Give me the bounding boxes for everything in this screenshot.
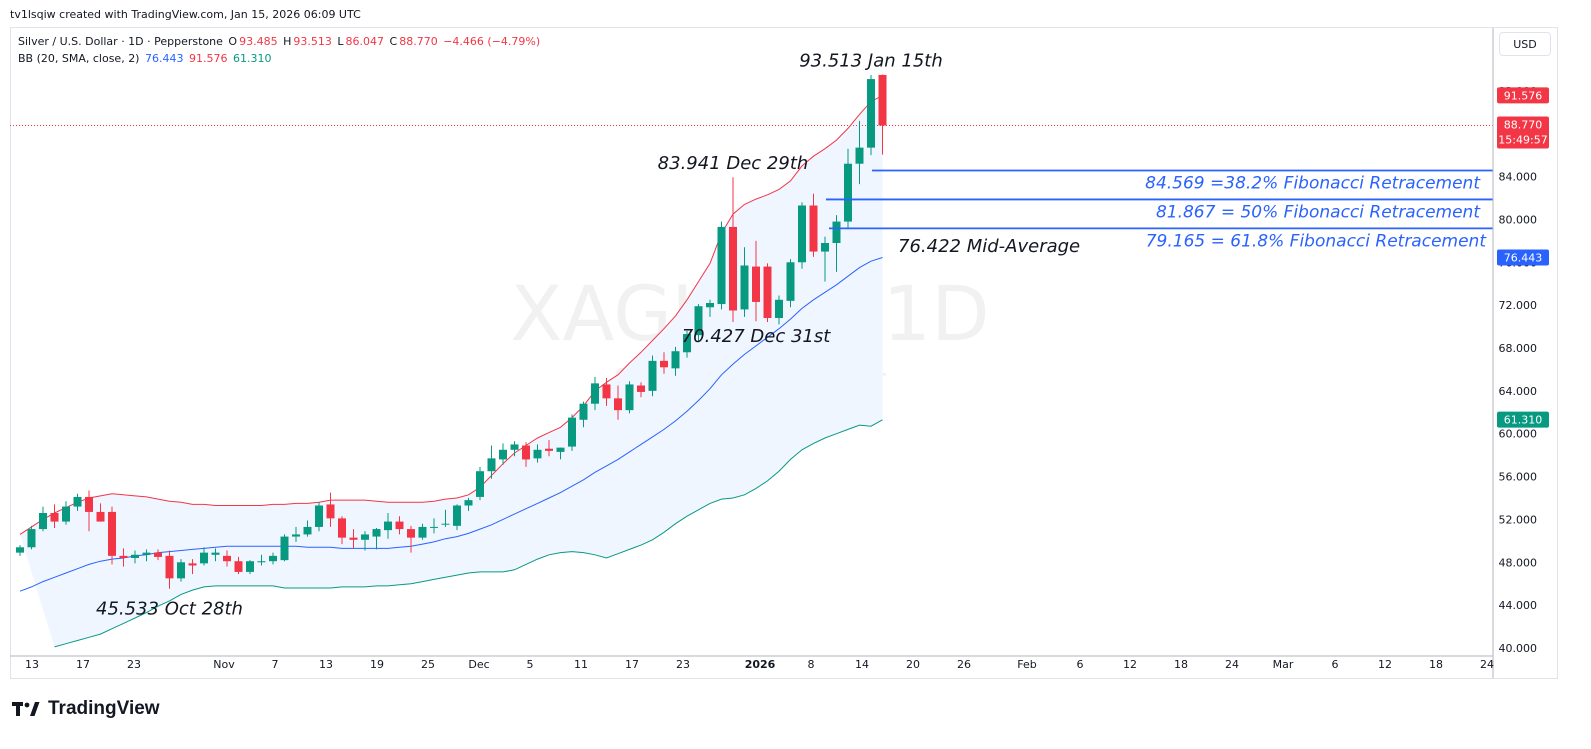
symbol-name[interactable]: Silver / U.S. Dollar · 1D · Pepperstone <box>18 35 223 48</box>
low-label: L <box>337 35 344 48</box>
high-value: 93.513 <box>293 35 332 48</box>
tradingview-logo-icon <box>12 702 40 716</box>
bb-upper-value: 91.576 <box>188 52 228 65</box>
bb-mid-value: 76.443 <box>144 52 184 65</box>
change-value: −4.466 (−4.79%) <box>443 35 541 48</box>
close-value: 88.770 <box>399 35 438 48</box>
chart-frame <box>10 27 1558 679</box>
symbol-legend: Silver / U.S. Dollar · 1D · Pepperstone … <box>18 35 542 48</box>
low-value: 86.047 <box>345 35 385 48</box>
tradingview-brand: TradingView <box>48 698 160 719</box>
currency-button[interactable]: USD <box>1499 32 1551 56</box>
high-label: H <box>283 35 292 48</box>
bb-legend: BB (20, SMA, close, 2) 76.443 91.576 61.… <box>18 52 273 65</box>
footer-logo: TradingView <box>12 698 160 720</box>
close-label: C <box>389 35 398 48</box>
chart-caption: tv1lsqiw created with TradingView.com, J… <box>10 8 361 21</box>
bb-lower-value: 61.310 <box>232 52 272 65</box>
bb-label[interactable]: BB (20, SMA, close, 2) <box>18 52 140 65</box>
open-value: 93.485 <box>239 35 278 48</box>
open-label: O <box>228 35 238 48</box>
